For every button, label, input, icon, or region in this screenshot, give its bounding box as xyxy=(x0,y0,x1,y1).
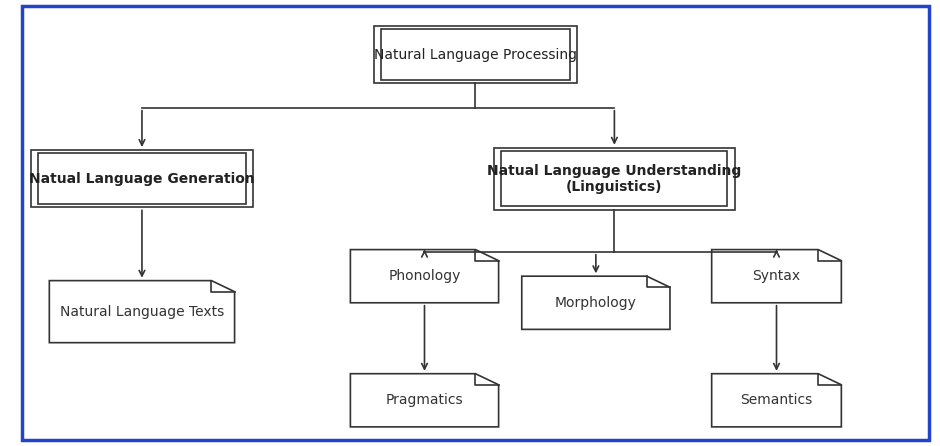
Bar xyxy=(501,151,728,206)
Polygon shape xyxy=(712,374,841,427)
Text: Phonology: Phonology xyxy=(388,269,461,283)
Bar xyxy=(39,153,245,204)
Text: Semantics: Semantics xyxy=(741,393,812,407)
Text: Pragmatics: Pragmatics xyxy=(385,393,463,407)
Bar xyxy=(494,148,735,210)
Polygon shape xyxy=(49,281,235,343)
Bar xyxy=(381,29,570,80)
Bar xyxy=(31,150,253,207)
Polygon shape xyxy=(712,250,841,303)
Text: Syntax: Syntax xyxy=(752,269,801,283)
Text: Morphology: Morphology xyxy=(555,296,636,310)
Text: Natual Language Understanding
(Linguistics): Natual Language Understanding (Linguisti… xyxy=(487,164,742,194)
Text: Natural Language Texts: Natural Language Texts xyxy=(60,305,224,318)
Polygon shape xyxy=(351,250,498,303)
Polygon shape xyxy=(522,276,670,330)
Text: Natural Language Processing: Natural Language Processing xyxy=(374,48,577,62)
Text: Natual Language Generation: Natual Language Generation xyxy=(29,172,255,186)
Polygon shape xyxy=(351,374,498,427)
Bar xyxy=(373,26,577,83)
